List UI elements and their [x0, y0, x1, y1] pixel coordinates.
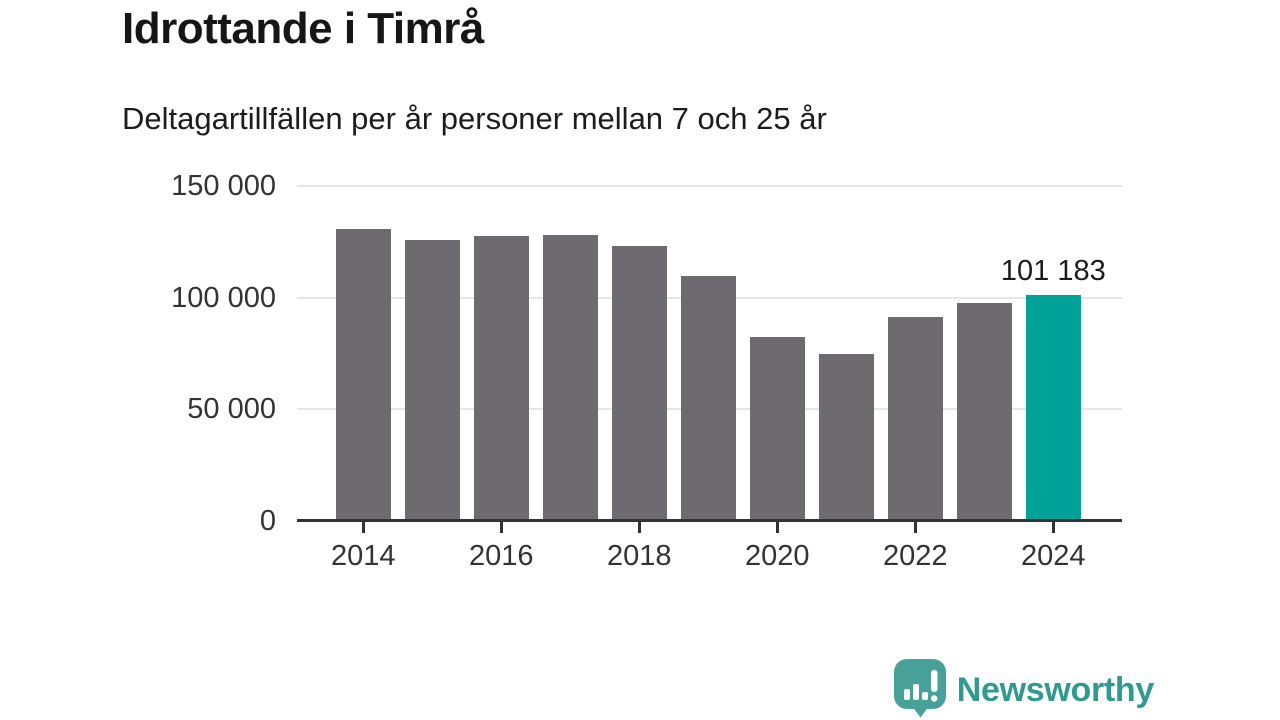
gridline-150000 — [297, 185, 1122, 188]
bar-2015 — [404, 240, 460, 521]
bar-2018 — [611, 245, 667, 521]
x-axis-label-2020: 2020 — [745, 540, 810, 572]
chart-subtitle: Deltagartillfällen per år personer mella… — [122, 101, 827, 136]
bar-2016 — [473, 236, 529, 521]
brand-name: Newsworthy — [956, 671, 1155, 709]
x-axis-label-2022: 2022 — [883, 540, 948, 572]
bar-2020 — [749, 336, 805, 521]
x-axis-label-2024: 2024 — [1021, 540, 1086, 572]
bar-2021 — [818, 353, 874, 521]
y-axis-label-150000: 150 000 — [171, 170, 276, 203]
x-axis-tick-2014 — [361, 522, 365, 533]
x-axis-tick-2020 — [775, 522, 779, 533]
value-label-2024: 101 183 — [1000, 255, 1106, 288]
bar-2014 — [335, 228, 391, 521]
y-axis-label-50000: 50 000 — [187, 393, 276, 426]
y-axis-label-0: 0 — [259, 504, 276, 537]
chart-title: Idrottande i Timrå — [122, 4, 484, 53]
x-axis-tick-2024 — [1051, 522, 1055, 533]
x-axis-label-2016: 2016 — [469, 540, 534, 572]
y-axis-label-100000: 100 000 — [171, 281, 276, 314]
x-axis-label-2018: 2018 — [607, 540, 672, 572]
x-axis-line — [297, 519, 1122, 522]
bar-2023 — [956, 302, 1012, 521]
brand-footer: Newsworthy — [893, 658, 1154, 720]
newsworthy-logo-icon — [893, 658, 947, 720]
bar-2019 — [680, 276, 736, 521]
x-axis-tick-2018 — [637, 522, 641, 533]
bar-2022 — [887, 316, 943, 521]
x-axis-tick-2016 — [499, 522, 503, 533]
x-axis-tick-2022 — [913, 522, 917, 533]
bar-2024 — [1025, 295, 1081, 521]
bar-2017 — [542, 235, 598, 521]
x-axis-label-2014: 2014 — [331, 540, 396, 572]
